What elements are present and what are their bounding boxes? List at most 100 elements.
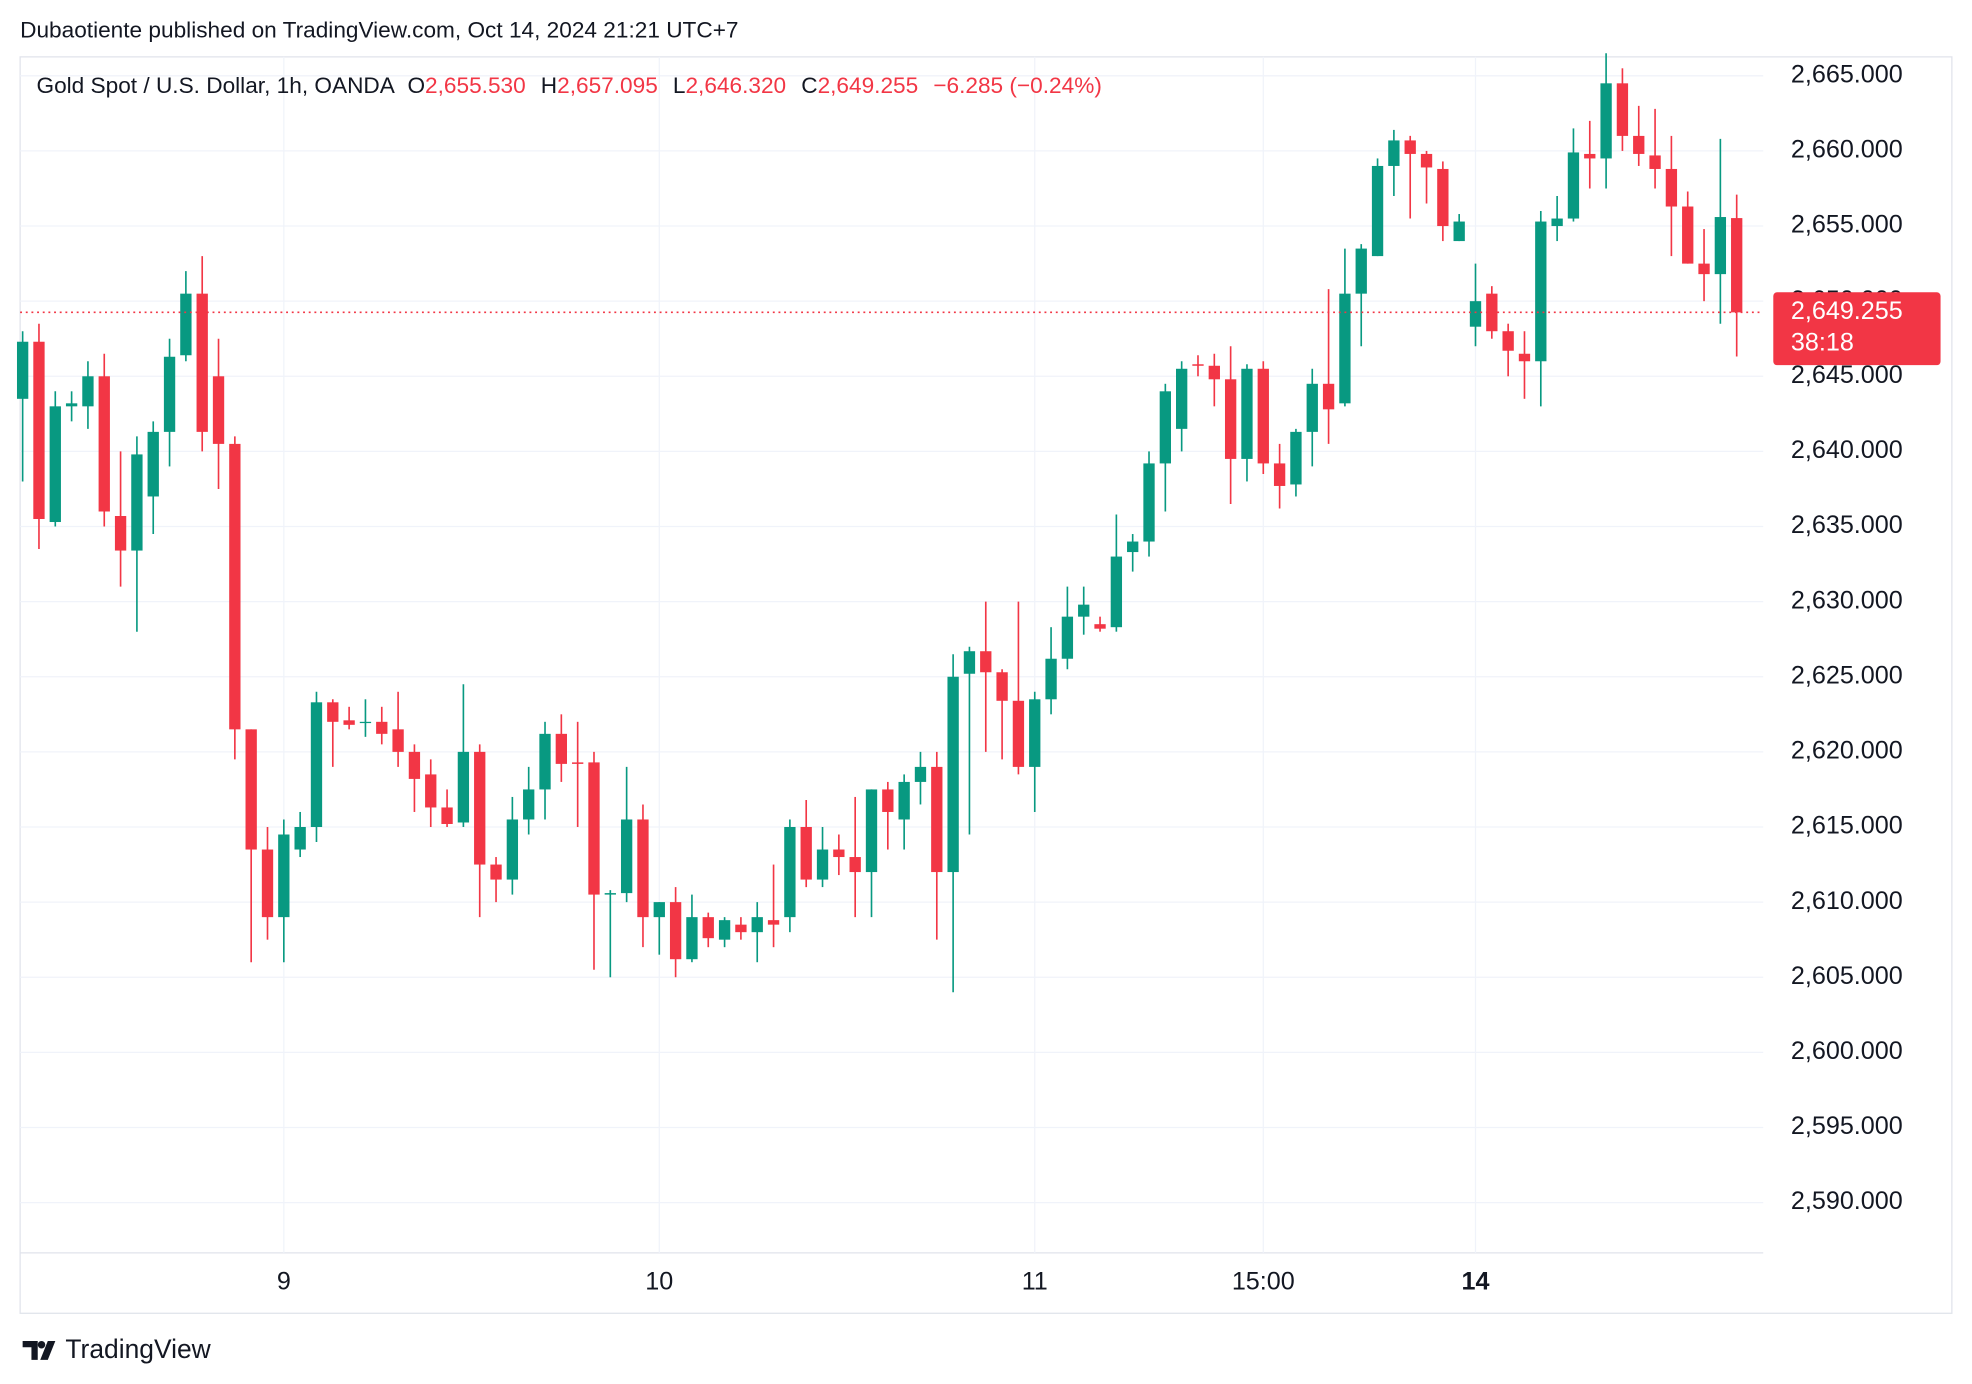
ohlc-value: 2,646.320 xyxy=(685,73,786,98)
candle-body xyxy=(653,902,665,918)
y-tick-label: 2,595.000 xyxy=(1791,1112,1903,1140)
candle-body xyxy=(212,376,225,444)
candle-body xyxy=(1355,248,1367,294)
brand-logo xyxy=(22,1340,56,1360)
candle-body xyxy=(539,733,551,790)
countdown: 38:18 xyxy=(1791,328,1854,356)
candle-body xyxy=(1518,353,1531,362)
candle-body xyxy=(392,729,404,752)
candle-body xyxy=(996,672,1008,701)
candle-body xyxy=(898,781,910,820)
candle-body xyxy=(1551,218,1563,227)
candle-body xyxy=(506,819,519,880)
candle-body xyxy=(1371,165,1384,257)
candle-body xyxy=(1665,168,1678,207)
candle-body xyxy=(33,341,45,520)
candle-body xyxy=(914,766,927,782)
candle-body xyxy=(1143,463,1155,542)
y-tick-label: 2,600.000 xyxy=(1791,1037,1903,1065)
candle-body xyxy=(1290,431,1302,485)
frame xyxy=(19,56,1953,1314)
candle-body xyxy=(261,849,274,918)
y-tick-label: 2,610.000 xyxy=(1791,887,1903,915)
last-price-label: 2,649.255 xyxy=(1791,297,1903,325)
candle-body xyxy=(1322,383,1335,410)
candle-body xyxy=(1649,155,1661,169)
candle-body xyxy=(457,751,470,823)
candle-body xyxy=(1616,83,1629,136)
candle-body xyxy=(1437,168,1449,227)
y-tick-label: 2,615.000 xyxy=(1791,812,1903,840)
ohlc-key: H xyxy=(541,73,557,98)
candle-body xyxy=(523,789,535,820)
candle-body xyxy=(82,376,94,407)
y-tick-label: 2,625.000 xyxy=(1791,661,1903,689)
candle-body xyxy=(98,376,110,512)
x-tick-label: 15:00 xyxy=(1232,1268,1295,1296)
candle-body xyxy=(49,406,61,523)
candle-body xyxy=(163,356,176,432)
candle-body xyxy=(1567,152,1580,219)
candle-body xyxy=(1176,368,1188,429)
candle-body xyxy=(474,751,486,865)
ohlc-key: O xyxy=(407,73,425,98)
candle-body xyxy=(327,702,339,722)
candle-body xyxy=(686,917,698,960)
y-tick-label: 2,605.000 xyxy=(1791,962,1903,990)
candle-body xyxy=(180,293,192,356)
candle-body xyxy=(1029,699,1041,767)
candle-body xyxy=(882,789,894,812)
candle-body xyxy=(1094,624,1106,629)
x-tick-label: 11 xyxy=(1022,1268,1048,1296)
candle-body xyxy=(114,516,127,551)
candle-body xyxy=(767,920,780,925)
y-tick-label: 2,635.000 xyxy=(1791,511,1903,539)
candle-body xyxy=(425,774,437,808)
candle-body xyxy=(131,454,143,551)
candle-body xyxy=(16,341,29,399)
candle-body xyxy=(1698,263,1710,275)
candle-body xyxy=(963,651,976,674)
candle-body xyxy=(816,849,829,880)
candle-body xyxy=(1714,217,1727,275)
candle-body xyxy=(1404,140,1416,154)
candle-body xyxy=(1224,379,1237,459)
y-tick-label: 2,645.000 xyxy=(1791,361,1903,389)
candle-body xyxy=(147,431,159,497)
candle-body xyxy=(278,834,290,918)
candle-body xyxy=(588,762,600,895)
candle-body xyxy=(800,826,812,880)
change: −6.285 (−0.24%) xyxy=(933,73,1102,98)
candle-body xyxy=(751,917,763,933)
candle-body xyxy=(376,721,388,734)
ohlc-key: C xyxy=(801,73,817,98)
candle-body xyxy=(65,403,78,407)
candle-body xyxy=(620,819,633,894)
candle-body xyxy=(1502,331,1514,351)
brand: TradingView xyxy=(65,1334,211,1364)
candle-body xyxy=(1731,218,1743,313)
candle-body xyxy=(1110,556,1123,628)
candle-body xyxy=(702,917,714,939)
candle-body xyxy=(1535,221,1547,362)
candle-body xyxy=(849,857,861,873)
ohlc-key: L xyxy=(673,73,686,98)
candle-body xyxy=(343,720,355,725)
last-price-box xyxy=(1773,292,1941,366)
candle-body xyxy=(1192,364,1204,366)
candle-body xyxy=(1257,368,1269,464)
candle-body xyxy=(833,849,845,858)
ohlc-value: 2,649.255 xyxy=(818,73,919,98)
candle-body xyxy=(245,729,257,850)
candle-body xyxy=(359,721,372,724)
candle-body xyxy=(1339,293,1351,404)
candle-body xyxy=(980,651,992,673)
candle-body xyxy=(1682,206,1694,264)
candle-body xyxy=(294,826,306,850)
candle-body xyxy=(1600,83,1612,159)
candle-body xyxy=(947,676,959,873)
symbol: Gold Spot / U.S. Dollar, 1h, OANDA xyxy=(36,73,395,98)
y-tick-label: 2,630.000 xyxy=(1791,586,1903,614)
candle-body xyxy=(1241,368,1253,459)
